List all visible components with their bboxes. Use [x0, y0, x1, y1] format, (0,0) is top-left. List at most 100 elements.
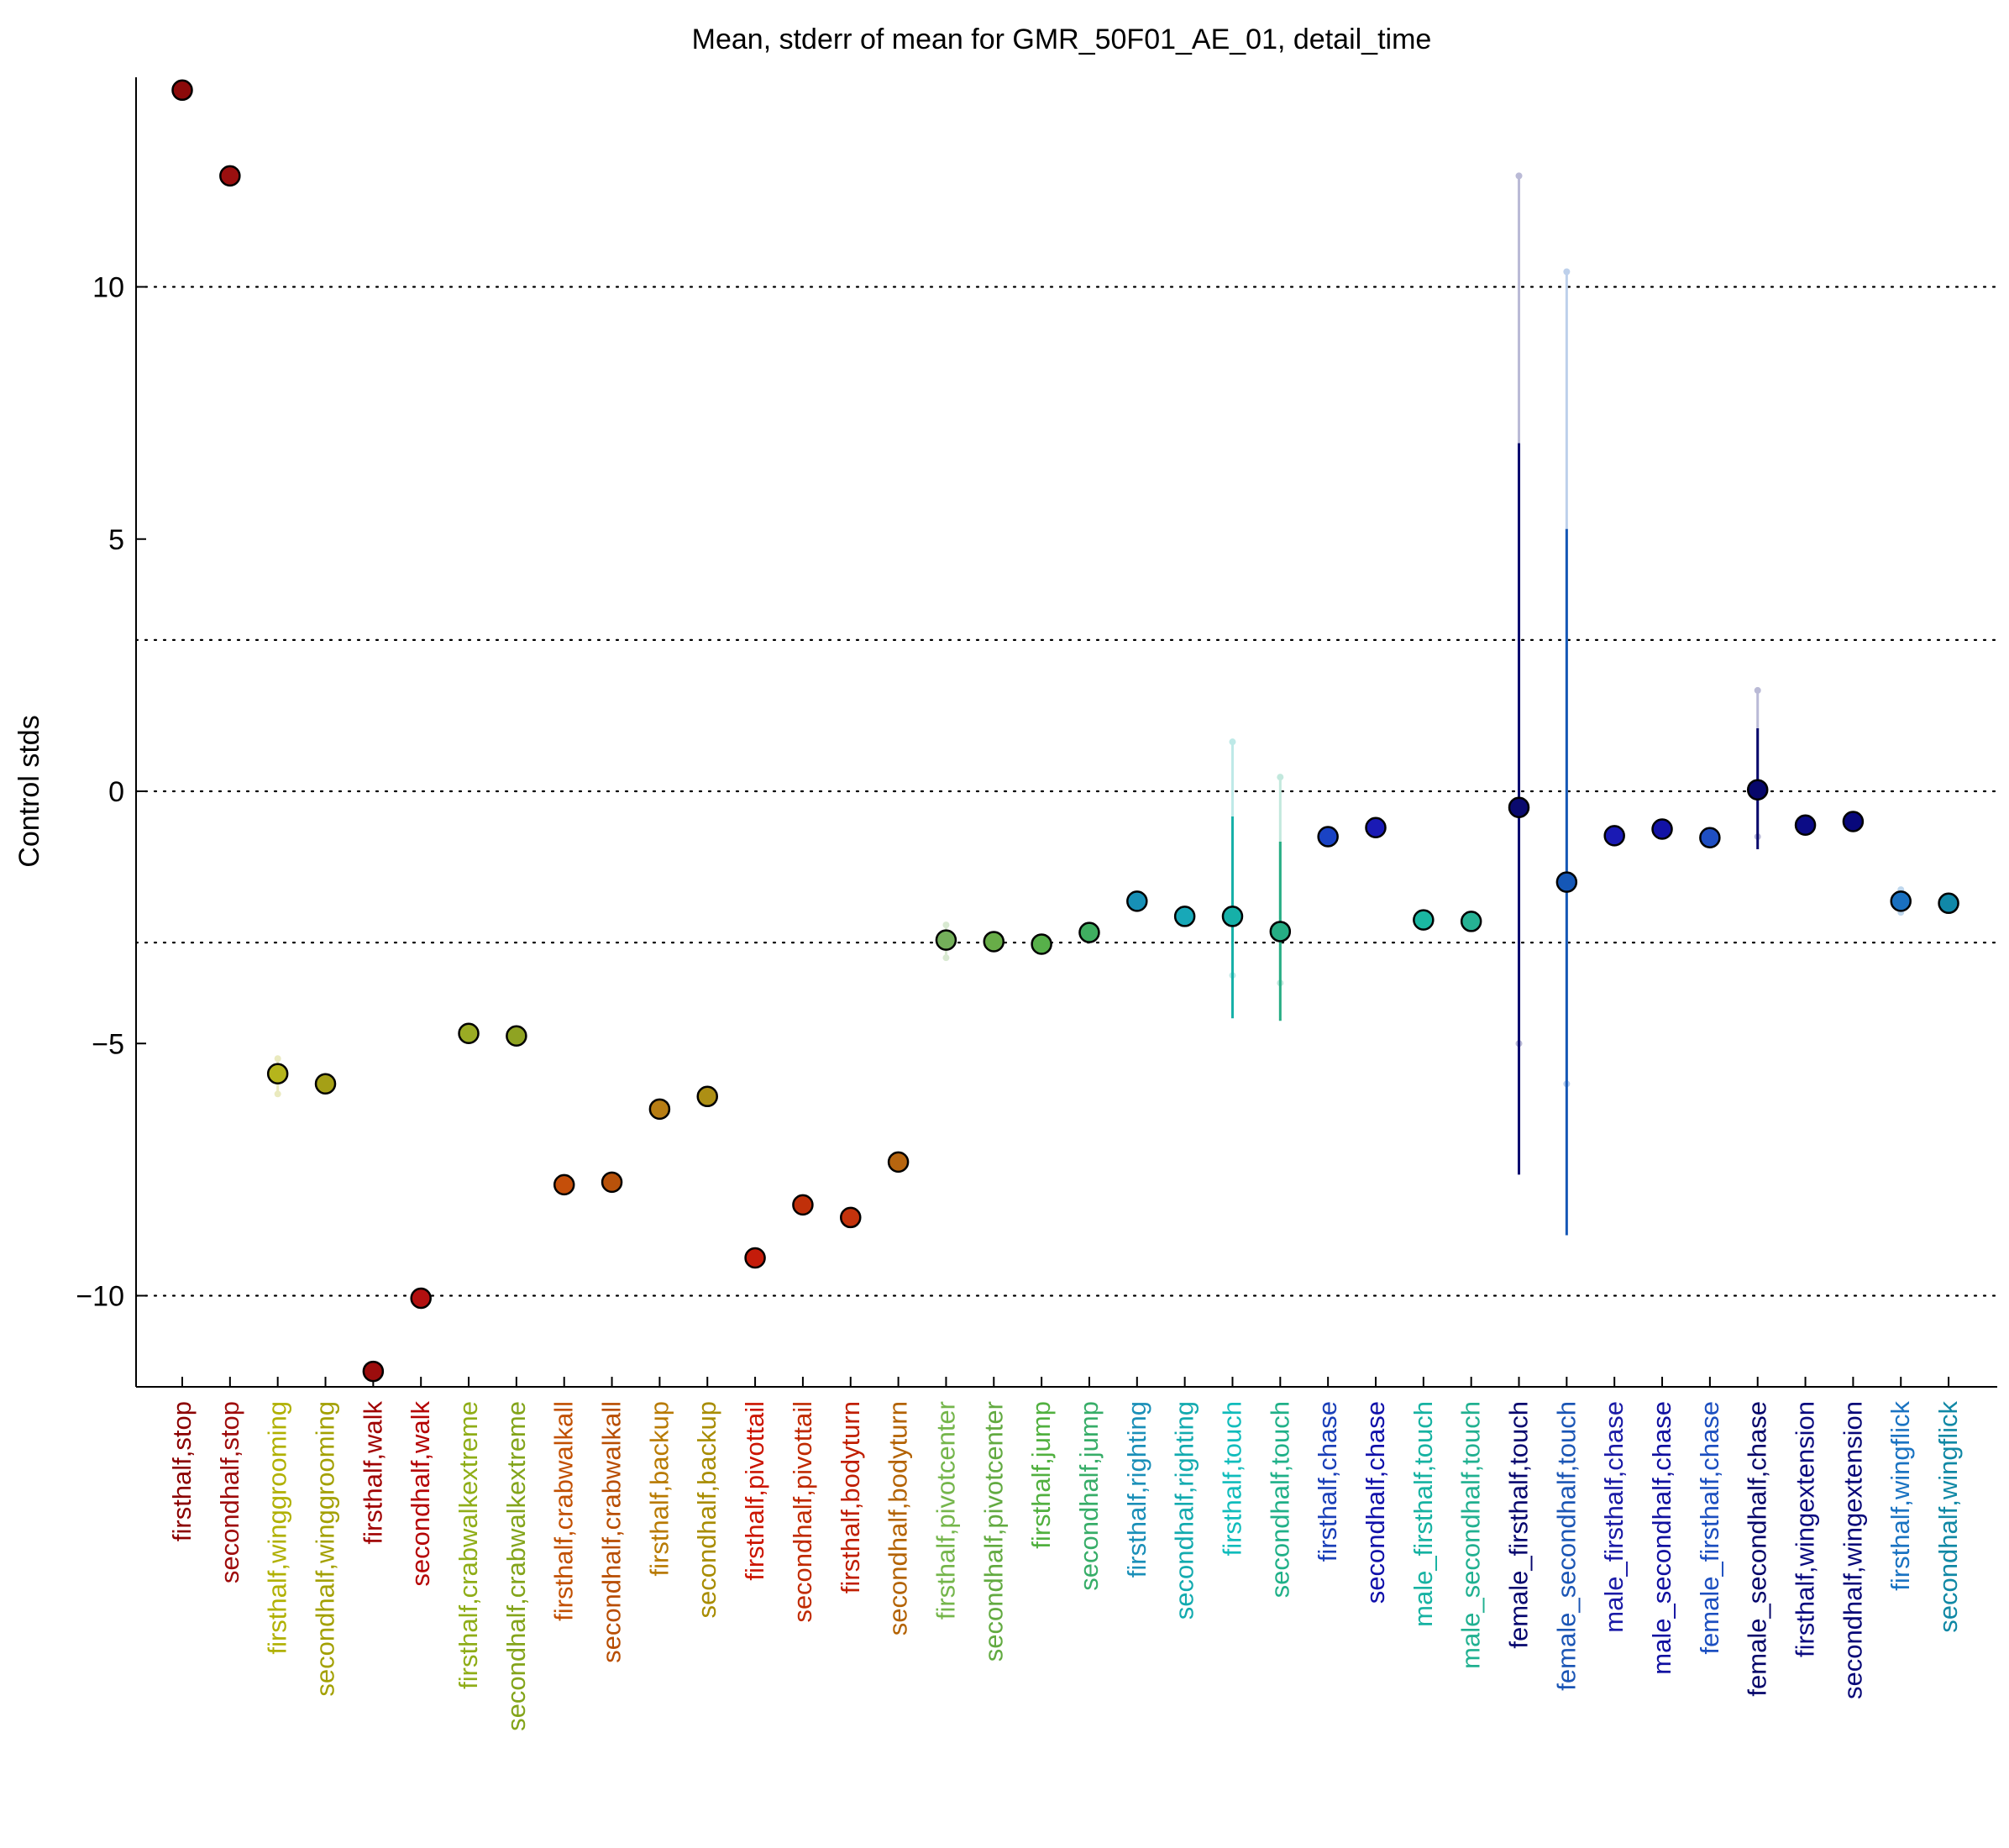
range-end — [1754, 686, 1761, 694]
data-point — [553, 1173, 575, 1196]
data-point — [1460, 911, 1482, 932]
x-tick-label: firsthalf,wingflick — [1886, 1401, 1915, 1591]
data-point — [1413, 909, 1435, 931]
data-point — [1126, 890, 1148, 912]
y-tick-label: 0 — [108, 776, 124, 808]
data-point — [314, 1073, 337, 1095]
data-point — [1842, 811, 1865, 832]
data-point — [266, 1063, 289, 1085]
x-ticks — [181, 1377, 1950, 1387]
data-point — [1031, 933, 1052, 955]
data-point — [601, 1171, 623, 1194]
x-tick-label: firsthalf,stop — [167, 1401, 197, 1541]
x-tick-label: firsthalf,crabwalkall — [549, 1401, 579, 1621]
data-point — [1173, 906, 1196, 927]
x-tick-label: firsthalf,winggrooming — [263, 1401, 292, 1655]
data-point — [362, 1360, 385, 1383]
data-point — [1508, 796, 1530, 818]
x-tick-label: male_secondhalf,chase — [1647, 1401, 1676, 1675]
x-tick-labels: firsthalf,stop secondhalf,stop firsthalf,w… — [167, 1401, 1963, 1731]
data-point — [458, 1022, 480, 1044]
x-tick-label: secondhalf,winggrooming — [311, 1401, 340, 1697]
data-point — [410, 1287, 432, 1310]
chart-title: Mean, stderr of mean for GMR_50F01_AE_01… — [692, 24, 1432, 55]
range-end — [1277, 774, 1284, 781]
data-point — [219, 165, 241, 187]
range-end — [274, 1090, 281, 1098]
x-tick-label: female_firsthalf,touch — [1504, 1401, 1534, 1649]
range-end — [1515, 172, 1523, 180]
x-tick-label: firsthalf,walk — [358, 1401, 387, 1545]
data-point — [1555, 871, 1578, 893]
y-axis-label: Control stds — [13, 715, 45, 867]
x-tick-label: firsthalf,jump — [1026, 1401, 1056, 1549]
x-tick-label: secondhalf,stop — [215, 1401, 244, 1583]
data-point — [935, 929, 957, 951]
x-tick-label: secondhalf,pivotcenter — [978, 1401, 1008, 1662]
x-tick-label: secondhalf,jump — [1074, 1401, 1104, 1591]
y-tick-label: 5 — [108, 524, 124, 556]
axes — [135, 77, 1997, 1388]
x-tick-label: male_firsthalf,touch — [1408, 1401, 1438, 1627]
range-end — [1229, 738, 1236, 746]
y-tick-label: −10 — [76, 1281, 124, 1313]
data-point — [1603, 825, 1625, 847]
data-points — [171, 79, 1959, 1383]
x-tick-label: secondhalf,crabwalkextreme — [501, 1401, 531, 1731]
data-point — [171, 79, 193, 102]
x-tick-label: secondhalf,backup — [692, 1401, 721, 1619]
data-point — [1365, 816, 1387, 838]
x-tick-label: firsthalf,bodyturn — [836, 1401, 865, 1593]
x-tick-label: firsthalf,pivotcenter — [931, 1401, 960, 1620]
x-tick-label: secondhalf,wingflick — [1933, 1401, 1963, 1633]
x-tick-label: male_secondhalf,touch — [1456, 1401, 1486, 1669]
data-point — [792, 1194, 814, 1216]
error-bars — [274, 172, 1905, 1236]
data-point — [1699, 827, 1721, 848]
range-end — [942, 954, 950, 962]
x-tick-label: firsthalf,pivottail — [740, 1401, 769, 1581]
x-tick-label: male_firsthalf,chase — [1599, 1401, 1629, 1633]
data-point — [1221, 906, 1244, 927]
data-point — [744, 1247, 766, 1269]
x-tick-label: firsthalf,righting — [1122, 1401, 1151, 1578]
range-end — [942, 921, 950, 929]
range-end — [1563, 268, 1571, 276]
y-tick-label: −5 — [92, 1028, 124, 1060]
data-point — [696, 1085, 718, 1108]
data-point — [648, 1098, 671, 1121]
data-point — [1317, 826, 1339, 848]
x-tick-label: secondhalf,crabwalkall — [597, 1401, 627, 1663]
data-point — [983, 931, 1005, 953]
x-tick-label: female_firsthalf,chase — [1695, 1401, 1724, 1655]
x-tick-label: firsthalf,chase — [1313, 1401, 1342, 1562]
data-point — [1794, 814, 1817, 836]
range-end — [274, 1055, 281, 1063]
x-tick-label: secondhalf,pivottail — [788, 1401, 817, 1623]
x-tick-label: secondhalf,walk — [406, 1401, 435, 1587]
y-ticks: 10 5 0 −5 −10 — [76, 272, 146, 1313]
y-tick-label: 10 — [92, 272, 124, 304]
x-tick-label: secondhalf,bodyturn — [884, 1401, 913, 1635]
x-tick-label: firsthalf,backup — [644, 1401, 674, 1577]
x-tick-label: secondhalf,wingextension — [1838, 1401, 1867, 1699]
reference-lines — [134, 286, 1999, 1297]
x-tick-label: female_secondhalf,chase — [1743, 1401, 1772, 1697]
data-point — [1651, 818, 1673, 840]
x-tick-label: secondhalf,righting — [1170, 1401, 1199, 1620]
x-tick-label: female_secondhalf,touch — [1551, 1401, 1581, 1691]
x-tick-label: secondhalf,touch — [1265, 1401, 1294, 1598]
data-point — [506, 1025, 527, 1047]
data-point — [1078, 921, 1100, 943]
data-point — [887, 1151, 910, 1173]
data-point — [1269, 921, 1292, 942]
x-tick-label: firsthalf,touch — [1217, 1401, 1246, 1556]
data-point — [1938, 892, 1959, 915]
data-point — [840, 1206, 862, 1229]
data-point — [1746, 779, 1769, 801]
x-tick-label: firsthalf,crabwalkextreme — [454, 1401, 483, 1689]
x-tick-label: secondhalf,chase — [1361, 1401, 1390, 1604]
x-tick-label: firsthalf,wingextension — [1791, 1401, 1820, 1657]
data-point — [1890, 890, 1912, 912]
